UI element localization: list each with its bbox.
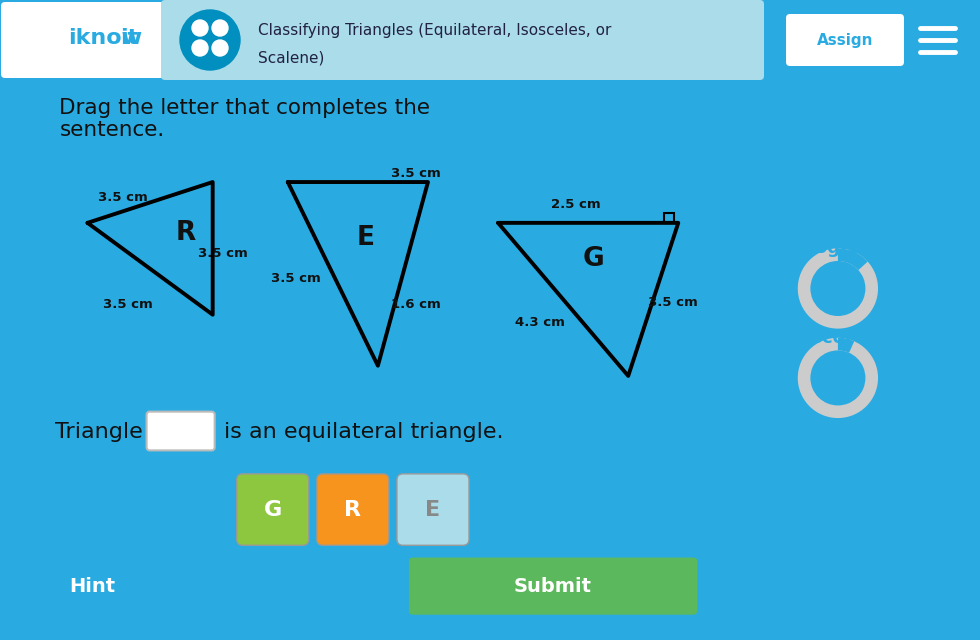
FancyBboxPatch shape bbox=[38, 557, 147, 614]
Text: E: E bbox=[357, 225, 375, 251]
Circle shape bbox=[192, 40, 208, 56]
Text: 1: 1 bbox=[831, 369, 845, 387]
Text: iknow: iknow bbox=[68, 28, 142, 48]
FancyBboxPatch shape bbox=[237, 474, 309, 545]
Text: E: E bbox=[425, 500, 441, 520]
Text: 3.5 cm: 3.5 cm bbox=[649, 296, 698, 309]
Text: Hint: Hint bbox=[70, 577, 116, 596]
FancyBboxPatch shape bbox=[786, 14, 904, 66]
Text: Progress: Progress bbox=[793, 239, 883, 257]
Text: R: R bbox=[175, 220, 196, 246]
Text: Scalene): Scalene) bbox=[258, 51, 324, 65]
Bar bbox=[664, 212, 674, 223]
Text: G: G bbox=[264, 500, 282, 520]
Wedge shape bbox=[798, 248, 878, 328]
Text: 4.3 cm: 4.3 cm bbox=[515, 316, 565, 330]
Text: 3.5 cm: 3.5 cm bbox=[198, 247, 248, 260]
Text: Classifying Triangles (Equilateral, Isosceles, or: Classifying Triangles (Equilateral, Isos… bbox=[258, 22, 612, 38]
Text: Score: Score bbox=[809, 329, 866, 347]
Circle shape bbox=[192, 20, 208, 36]
Text: sentence.: sentence. bbox=[60, 120, 165, 140]
Text: is an equilateral triangle.: is an equilateral triangle. bbox=[223, 422, 503, 442]
FancyBboxPatch shape bbox=[397, 474, 469, 545]
Text: 3.5 cm: 3.5 cm bbox=[103, 298, 153, 311]
Circle shape bbox=[180, 10, 240, 70]
Wedge shape bbox=[838, 338, 855, 353]
Text: it: it bbox=[120, 28, 138, 48]
FancyBboxPatch shape bbox=[161, 0, 764, 80]
Circle shape bbox=[212, 20, 228, 36]
Text: 3.5 cm: 3.5 cm bbox=[391, 168, 441, 180]
Text: R: R bbox=[344, 500, 362, 520]
FancyBboxPatch shape bbox=[147, 412, 215, 451]
FancyBboxPatch shape bbox=[409, 557, 698, 614]
Circle shape bbox=[212, 40, 228, 56]
Text: 2/15: 2/15 bbox=[817, 280, 858, 298]
Text: 3.5 cm: 3.5 cm bbox=[270, 273, 320, 285]
Text: Triangle: Triangle bbox=[56, 422, 143, 442]
Text: Submit: Submit bbox=[514, 577, 592, 596]
Wedge shape bbox=[798, 338, 878, 418]
Text: ▶: ▶ bbox=[39, 106, 50, 120]
Text: 2.5 cm: 2.5 cm bbox=[552, 198, 601, 211]
Text: 3.5 cm: 3.5 cm bbox=[98, 191, 147, 204]
FancyBboxPatch shape bbox=[317, 474, 389, 545]
FancyBboxPatch shape bbox=[1, 2, 164, 78]
Text: G: G bbox=[582, 246, 604, 271]
Text: 1.6 cm: 1.6 cm bbox=[391, 298, 441, 311]
Text: Drag the letter that completes the: Drag the letter that completes the bbox=[60, 97, 430, 118]
Text: Assign: Assign bbox=[816, 33, 873, 47]
Wedge shape bbox=[838, 248, 867, 270]
